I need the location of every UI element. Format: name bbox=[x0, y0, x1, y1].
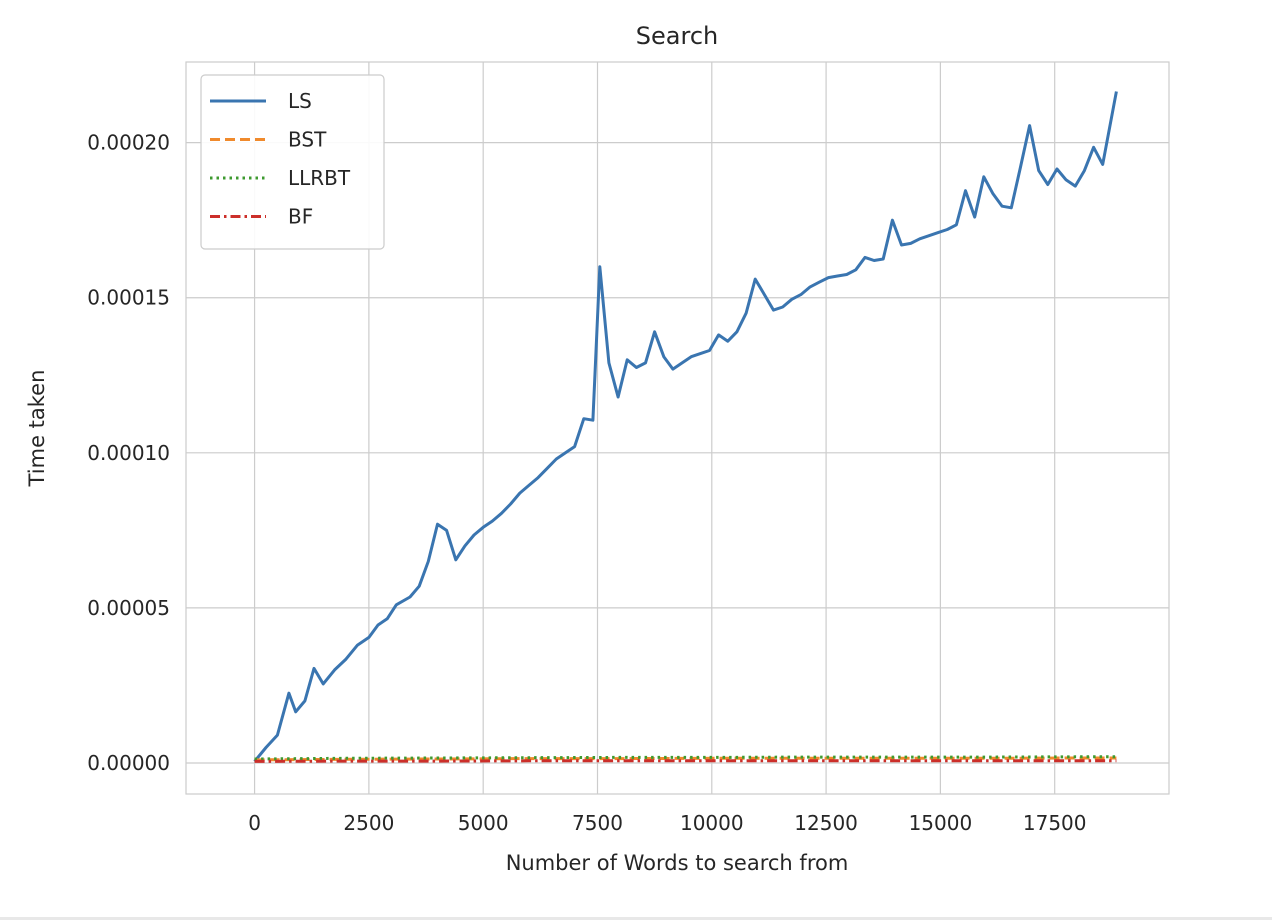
x-tick-label: 5000 bbox=[458, 811, 509, 835]
x-tick-label: 0 bbox=[248, 811, 261, 835]
x-tick-label: 2500 bbox=[343, 811, 394, 835]
x-tick-label: 12500 bbox=[794, 811, 858, 835]
legend-label-bf: BF bbox=[288, 205, 313, 229]
y-tick-label: 0.00020 bbox=[87, 131, 170, 155]
y-tick-label: 0.00000 bbox=[87, 751, 170, 775]
series-line-llrbt bbox=[254, 755, 1117, 761]
x-tick-label: 17500 bbox=[1023, 811, 1087, 835]
x-axis-label: Number of Words to search from bbox=[506, 851, 849, 875]
x-tick-label: 7500 bbox=[572, 811, 623, 835]
legend-box bbox=[200, 74, 385, 250]
y-tick-labels: 0.00000 0.00005 0.00010 0.00015 0.00020 bbox=[87, 131, 170, 775]
y-tick-label: 0.00010 bbox=[87, 441, 170, 465]
bottom-divider bbox=[0, 917, 1272, 920]
series-line-ls bbox=[253, 91, 1118, 763]
legend-label-ls: LS bbox=[288, 89, 312, 113]
x-tick-labels: 0 2500 5000 7500 10000 12500 15000 17500 bbox=[248, 811, 1086, 835]
x-tick-label: 15000 bbox=[909, 811, 973, 835]
legend-label-llrbt: LLRBT bbox=[288, 166, 351, 190]
legend-label-bst: BST bbox=[288, 128, 327, 152]
x-tick-label: 10000 bbox=[680, 811, 744, 835]
chart-title: Search bbox=[636, 22, 718, 50]
y-tick-label: 0.00005 bbox=[87, 596, 170, 620]
legend: LS BST LLRBT BF bbox=[200, 74, 385, 250]
y-axis-label: Time taken bbox=[25, 370, 49, 488]
series-lines bbox=[253, 91, 1118, 763]
y-tick-label: 0.00015 bbox=[87, 286, 170, 310]
series-line-bf bbox=[254, 759, 1117, 763]
